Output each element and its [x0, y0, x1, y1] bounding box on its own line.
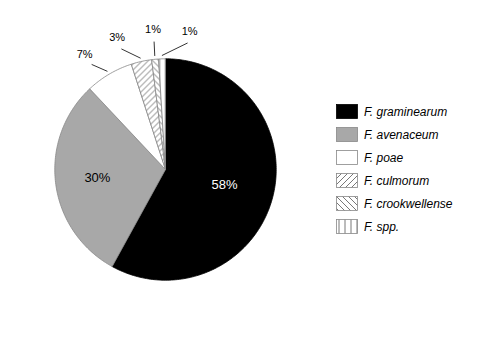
html-text:F. poae: F. poae	[364, 150, 404, 165]
svg-text:7%: 7%	[77, 48, 93, 60]
html-text:F. avenaceum: F. avenaceum	[364, 127, 439, 142]
html-text:F. culmorum: F. culmorum	[364, 173, 430, 188]
svg-text:58%: 58%	[211, 177, 237, 192]
html-text:F. spp.: F. spp.	[364, 219, 400, 234]
svg-text:3%: 3%	[109, 31, 125, 43]
svg-text:30%: 30%	[84, 170, 110, 185]
html-text:F. graminearum: F. graminearum	[364, 104, 448, 119]
html-text:F. crookwellense: F. crookwellense	[364, 196, 453, 211]
svg-text:1%: 1%	[145, 23, 161, 35]
svg-text:1%: 1%	[182, 25, 198, 37]
